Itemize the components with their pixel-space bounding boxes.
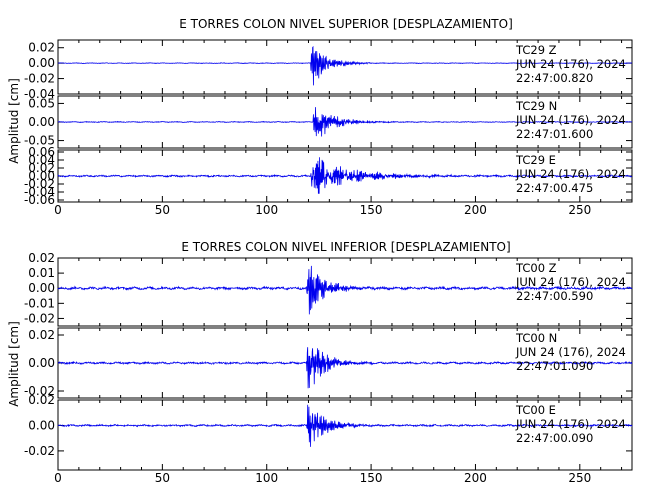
x-tick-label: 50 — [155, 203, 170, 217]
waveform-line — [57, 157, 633, 194]
x-tick-label: 250 — [568, 203, 591, 217]
y-axis-label: Amplitud [cm] — [7, 321, 21, 407]
waveform-line — [57, 265, 633, 315]
waveform-line — [57, 107, 633, 137]
y-tick-label: -0.04 — [24, 185, 55, 199]
time-label: 22:47:00.820 — [516, 71, 593, 85]
x-tick-label: 50 — [155, 471, 170, 485]
y-tick-label: 0.02 — [28, 41, 55, 55]
station-label: TC29 E — [515, 153, 556, 167]
y-tick-label: 0.00 — [28, 169, 55, 183]
y-tick-label: -0.05 — [24, 134, 55, 148]
plot-frame — [57, 257, 633, 327]
y-tick-label: -0.06 — [24, 193, 55, 207]
date-label: JUN 24 (176), 2024 — [515, 167, 626, 181]
x-tick-label: 200 — [464, 203, 487, 217]
x-tick-label: 200 — [464, 471, 487, 485]
station-label: TC00 Z — [515, 261, 557, 275]
x-tick-label: 150 — [360, 471, 383, 485]
y-tick-label: -0.02 — [24, 384, 55, 398]
y-tick-label: -0.02 — [24, 177, 55, 191]
x-tick-label: 0 — [54, 471, 62, 485]
y-tick-label: 0.01 — [28, 266, 55, 280]
panel-title: E TORRES COLON NIVEL SUPERIOR [DESPLAZAM… — [179, 17, 513, 31]
waveform-line — [57, 347, 633, 389]
waveform-line — [57, 45, 633, 86]
station-label: TC29 N — [515, 99, 557, 113]
y-tick-label: 0.02 — [28, 251, 55, 265]
panel-nivel-inferior: E TORRES COLON NIVEL INFERIOR [DESPLAZAM… — [7, 240, 633, 485]
y-tick-label: 0.00 — [28, 281, 55, 295]
date-label: JUN 24 (176), 2024 — [515, 275, 626, 289]
date-label: JUN 24 (176), 2024 — [515, 113, 626, 127]
date-label: JUN 24 (176), 2024 — [515, 57, 626, 71]
y-tick-label: 0.00 — [28, 56, 55, 70]
y-tick-label: 0.00 — [28, 418, 55, 432]
y-tick-label: 0.04 — [28, 153, 55, 167]
time-label: 22:47:01.600 — [516, 127, 593, 141]
y-tick-label: 0.02 — [28, 161, 55, 175]
y-tick-label: -0.02 — [24, 311, 55, 325]
x-tick-label: 150 — [360, 203, 383, 217]
y-tick-label: 0.02 — [28, 328, 55, 342]
time-label: 22:47:00.090 — [516, 431, 593, 445]
x-tick-label: 100 — [255, 471, 278, 485]
time-label: 22:47:01.090 — [516, 359, 593, 373]
y-tick-label: -0.04 — [24, 87, 55, 101]
time-label: 22:47:00.590 — [516, 289, 593, 303]
y-tick-label: -0.02 — [24, 72, 55, 86]
trace-tc29-e: 0.060.040.020.00-0.02-0.04-0.06 TC29 EJUN… — [24, 145, 633, 207]
x-tick-label: 250 — [568, 471, 591, 485]
date-label: JUN 24 (176), 2024 — [515, 345, 626, 359]
y-tick-label: -0.02 — [24, 444, 55, 458]
time-label: 22:47:00.475 — [516, 181, 593, 195]
panel-title: E TORRES COLON NIVEL INFERIOR [DESPLAZAM… — [181, 240, 510, 254]
plot-frame — [57, 399, 633, 471]
x-tick-label: 100 — [255, 203, 278, 217]
y-tick-label: 0.00 — [28, 115, 55, 129]
panel-nivel-superior: E TORRES COLON NIVEL SUPERIOR [DESPLAZAM… — [7, 17, 633, 217]
date-label: JUN 24 (176), 2024 — [515, 417, 626, 431]
waveform-line — [57, 404, 633, 447]
y-tick-label: 0.06 — [28, 145, 55, 159]
y-tick-label: 0.05 — [28, 96, 55, 110]
y-tick-label: 0.00 — [28, 356, 55, 370]
y-tick-label: 0.02 — [28, 393, 55, 407]
y-axis-label: Amplitud [cm] — [7, 78, 21, 164]
station-label: TC29 Z — [515, 43, 557, 57]
y-tick-label: -0.01 — [24, 296, 55, 310]
plot-frame — [57, 39, 633, 95]
station-label: TC00 E — [515, 403, 556, 417]
station-label: TC00 N — [515, 331, 557, 345]
x-tick-label: 0 — [54, 203, 62, 217]
